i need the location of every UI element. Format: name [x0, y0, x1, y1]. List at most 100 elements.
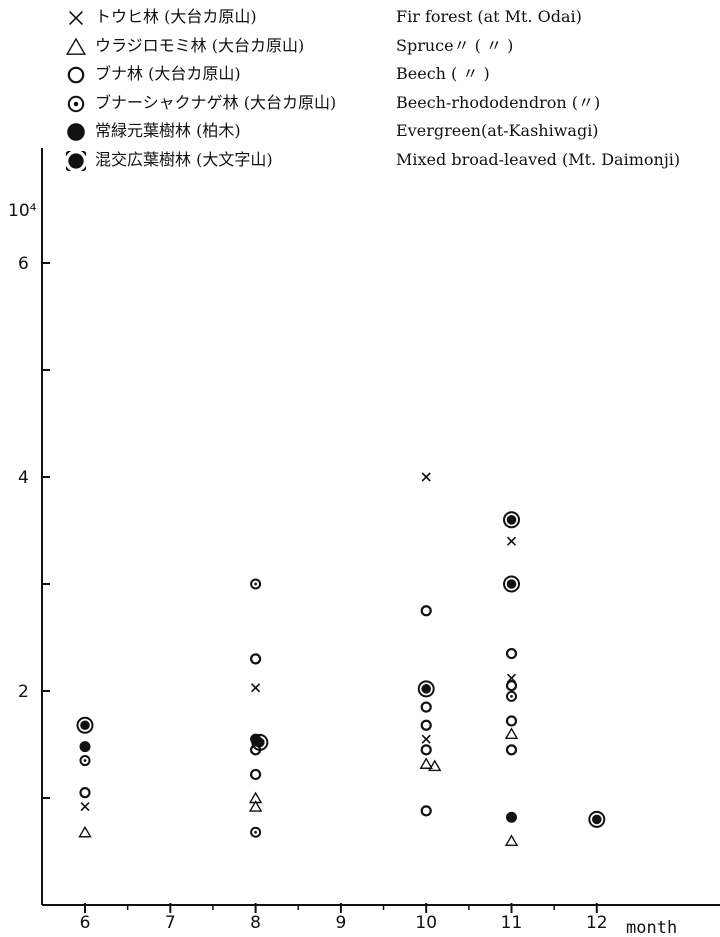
cross-stroke — [421, 472, 431, 482]
legend-symbol-svg — [67, 95, 85, 113]
x-tick-label: 10 — [415, 913, 437, 933]
y-axis-unit-label: 10⁴ — [8, 201, 37, 221]
data-point-circle — [250, 653, 262, 665]
series-dot-circle — [79, 578, 517, 838]
center-dot — [83, 759, 87, 762]
data-point-triangle — [248, 800, 263, 812]
data-point-filled — [79, 741, 91, 753]
data-point-cross — [506, 536, 517, 546]
data-point-dot-circle — [250, 578, 262, 590]
axes: 2 4 6 6 7 8 9 10 11 12 — [18, 148, 720, 933]
x-tick-label: 12 — [586, 913, 608, 933]
data-point-circle — [250, 768, 262, 781]
center-dot — [254, 582, 257, 586]
data-point-circle — [420, 805, 432, 817]
center-dot — [254, 830, 257, 834]
legend-marker — [69, 11, 83, 25]
circle-shape — [506, 690, 517, 702]
circle-shape — [250, 826, 262, 838]
data-point-triangle — [504, 834, 519, 846]
series-triangle — [78, 727, 519, 846]
data-point-dot-circle — [79, 755, 91, 767]
legend-entry: ブナーシャクナゲ林 (大台カ原山) Beech-rhododendron (〃) — [0, 92, 720, 116]
series-cross — [80, 472, 517, 812]
triangle-shape — [65, 37, 87, 55]
data-points — [76, 472, 606, 846]
circle-shape — [250, 578, 262, 590]
legend-symbol-svg — [67, 66, 85, 84]
legend: トウヒ林 (大台カ原山) Fir forest (at Mt. Odai) ウラジロ… — [0, 0, 720, 180]
legend-label-japanese: 混交広葉樹林 (大文字山) — [95, 150, 273, 169]
triangle-shape — [428, 759, 442, 772]
cross-stroke — [80, 801, 90, 812]
x-tick-label: 6 — [80, 913, 91, 933]
data-point-triangle — [428, 759, 442, 772]
data-point-dot-circle — [506, 690, 517, 702]
legend-symbol-triangle-icon — [65, 37, 87, 57]
data-point-circle — [420, 744, 432, 756]
legend-symbol-svg — [69, 11, 83, 25]
series-filled — [79, 733, 517, 823]
legend-entry: ブナ林 (大台カ原山) Beech ( 〃 ) — [0, 63, 720, 87]
outer-ring — [251, 733, 269, 751]
x-tick-label: 11 — [501, 913, 523, 933]
center-dot — [73, 101, 79, 107]
center-dot — [510, 694, 513, 698]
circle-shape — [420, 701, 432, 713]
legend-marker — [67, 123, 85, 141]
cross-stroke — [251, 683, 261, 693]
legend-entry: トウヒ林 (大台カ原山) Fir forest (at Mt. Odai) — [0, 6, 720, 30]
legend-symbol-dot-circle-icon — [66, 94, 86, 114]
data-point-ringed — [503, 575, 520, 593]
filled-circle — [67, 123, 85, 141]
cross-stroke — [69, 11, 83, 25]
data-point-circle — [505, 647, 518, 660]
legend-label-english: Beech ( 〃 ) — [396, 64, 490, 83]
data-point-circle — [505, 715, 518, 727]
legend-label-english: Mixed broad-leaved (Mt. Daimonji) — [396, 150, 681, 169]
x-tick-label: 9 — [335, 913, 346, 933]
circle-shape — [505, 715, 518, 727]
data-point-cross — [421, 734, 431, 744]
circle-shape — [79, 755, 91, 767]
circle-shape — [67, 66, 85, 84]
y-tick-label: 2 — [18, 682, 29, 702]
legend-symbol-circle-icon — [66, 65, 86, 85]
data-point-circle — [420, 701, 432, 713]
legend-label-japanese: 常緑元葉樹林 (柏木) — [95, 121, 241, 140]
legend-marker — [67, 95, 85, 113]
circle-shape — [67, 95, 85, 113]
legend-label-english: Evergreen(at-Kashiwagi) — [396, 121, 599, 140]
outer-ring — [417, 680, 435, 698]
legend-label-english: Beech-rhododendron (〃) — [396, 93, 601, 112]
circle-shape — [420, 744, 432, 756]
circle-shape — [505, 647, 518, 660]
legend-label-english: Spruce〃 ( 〃 ) — [396, 36, 514, 55]
legend-symbol-cross-icon — [66, 8, 86, 28]
y-tick-label: 6 — [18, 254, 29, 274]
data-point-ringed — [417, 680, 435, 698]
data-point-circle — [505, 744, 518, 756]
outer-ring — [76, 716, 94, 734]
cross-stroke — [506, 536, 517, 546]
filled-circle — [506, 811, 517, 823]
legend-entry: ウラジロモミ林 (大台カ原山) Spruce〃 ( 〃 ) — [0, 35, 720, 59]
inner-disc — [506, 579, 517, 589]
data-point-filled — [506, 811, 517, 823]
circle-shape — [420, 605, 432, 617]
triangle-shape — [419, 757, 433, 769]
triangle-shape — [504, 834, 519, 846]
data-point-triangle — [504, 727, 519, 739]
legend-entry: 常緑元葉樹林 (柏木) Evergreen(at-Kashiwagi) — [0, 120, 720, 144]
data-point-circle — [505, 680, 518, 692]
data-point-cross — [80, 801, 90, 812]
cross-stroke — [421, 734, 431, 744]
legend-label-japanese: ブナ林 (大台カ原山) — [95, 64, 241, 83]
triangle-shape — [504, 727, 519, 739]
data-point-dot-circle — [250, 826, 262, 838]
inner-disc — [68, 153, 84, 169]
data-point-ringed — [503, 511, 520, 529]
y-tick-label: 4 — [18, 468, 29, 488]
circle-shape — [250, 768, 262, 781]
